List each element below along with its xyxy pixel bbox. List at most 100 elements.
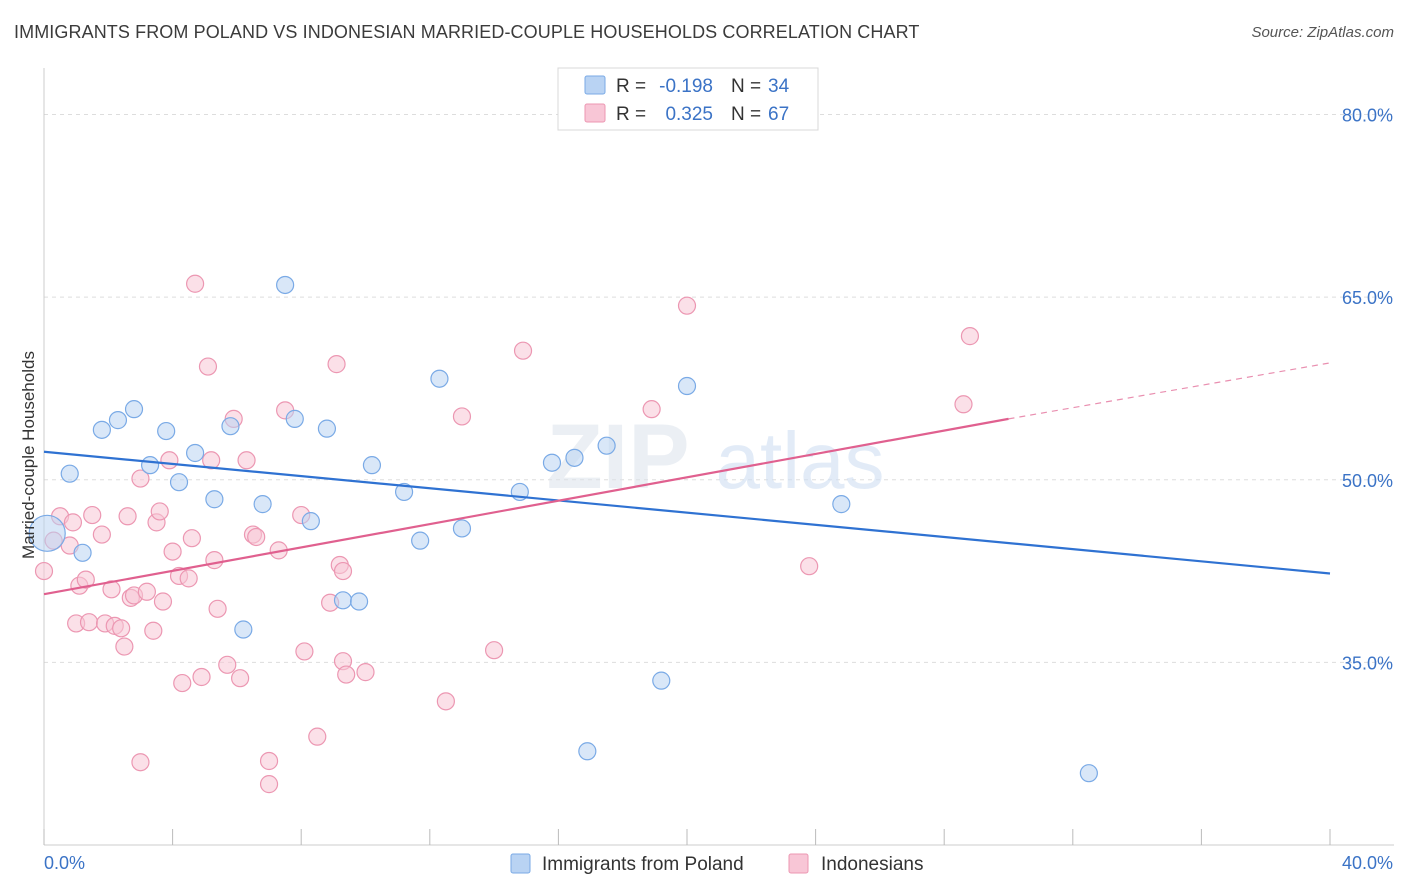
stats-swatch-indonesians [584, 103, 606, 123]
stats-r-value-indonesians: 0.325 [665, 104, 713, 125]
legend-swatch-poland [510, 853, 531, 874]
point-poland [349, 592, 369, 611]
point-indonesians [198, 357, 218, 376]
point-indonesians [150, 502, 169, 521]
point-indonesians [295, 642, 314, 661]
point-poland [301, 512, 320, 531]
tick-labels: 35.0% 50.0% 65.0% 80.0% 0.0% 40.0% [44, 106, 1393, 873]
point-poland [565, 448, 584, 467]
point-indonesians [63, 513, 83, 532]
point-poland [452, 519, 472, 538]
legend-swatch-indonesians [788, 853, 809, 874]
stats-n-value-poland: 34 [768, 76, 790, 97]
point-poland [234, 620, 253, 639]
point-poland [677, 376, 697, 396]
y-axis-label: Married-couple Households [19, 351, 38, 559]
point-indonesians [131, 469, 150, 488]
trend-line-indonesians-extension [1008, 362, 1331, 420]
point-poland [542, 453, 562, 472]
point-indonesians [83, 505, 102, 525]
point-indonesians [179, 569, 198, 588]
stats-r-label-indonesians: R = [616, 104, 646, 125]
point-indonesians [92, 525, 111, 544]
point-poland [652, 671, 671, 690]
point-indonesians [79, 613, 99, 632]
point-poland [1079, 764, 1098, 783]
stats-r-value-poland: -0.198 [659, 76, 713, 97]
point-indonesians [642, 400, 661, 419]
point-indonesians [34, 561, 54, 581]
point-indonesians [436, 692, 455, 711]
grid-lines [44, 114, 1394, 663]
point-indonesians [163, 542, 182, 561]
x-tick-label-max: 40.0% [1342, 853, 1393, 873]
point-poland [73, 543, 92, 562]
point-poland [108, 411, 128, 430]
point-poland [394, 482, 414, 502]
y-tick-label: 80.0% [1342, 106, 1393, 126]
y-tick-label: 35.0% [1342, 653, 1393, 673]
point-indonesians [192, 667, 211, 687]
point-indonesians [960, 327, 980, 346]
legend-label-poland: Immigrants from Poland [542, 854, 744, 875]
axes [43, 68, 1394, 846]
point-poland [832, 495, 851, 514]
point-poland [578, 742, 597, 761]
point-indonesians [356, 663, 375, 682]
point-indonesians [677, 296, 697, 315]
point-indonesians [452, 407, 472, 426]
stats-n-label-poland: N = [731, 76, 761, 97]
point-poland [140, 456, 160, 475]
stats-r-label-poland: R = [616, 76, 646, 97]
point-indonesians [259, 751, 279, 771]
point-indonesians [144, 621, 163, 640]
point-indonesians [115, 637, 134, 656]
point-poland [362, 456, 382, 475]
point-indonesians [186, 274, 205, 293]
point-indonesians [182, 529, 201, 548]
point-poland [317, 419, 337, 438]
stats-swatch-poland [584, 75, 606, 95]
x-tick-label-min: 0.0% [44, 853, 85, 873]
point-indonesians [137, 582, 156, 601]
stats-n-value-indonesians: 67 [768, 104, 789, 125]
point-indonesians [308, 727, 327, 746]
point-indonesians [800, 557, 819, 576]
point-indonesians [337, 665, 356, 684]
point-indonesians [205, 551, 224, 570]
point-poland [253, 495, 272, 514]
point-indonesians [76, 570, 95, 589]
point-poland [276, 275, 295, 295]
point-indonesians [173, 673, 192, 693]
trend-lines [43, 362, 1331, 596]
point-indonesians [513, 341, 533, 360]
point-indonesians [259, 775, 279, 794]
point-indonesians [247, 527, 266, 547]
point-poland [597, 436, 616, 455]
point-indonesians [160, 451, 179, 470]
indonesians-points [34, 274, 980, 794]
point-indonesians [237, 451, 256, 470]
stats-legend: R = -0.198 N = 34 R = 0.325 N = 67 [557, 67, 819, 131]
point-poland [333, 591, 353, 610]
trend-line-poland [43, 450, 1331, 575]
point-indonesians [112, 619, 131, 638]
point-poland [186, 443, 205, 463]
point-indonesians [231, 669, 250, 688]
point-indonesians [202, 451, 221, 470]
point-poland [169, 473, 189, 492]
point-poland [411, 531, 430, 550]
point-indonesians [333, 561, 353, 581]
point-indonesians [118, 507, 137, 526]
chart-source: Source: ZipAtlas.com [1251, 24, 1394, 41]
point-poland [28, 514, 66, 552]
chart-title: IMMIGRANTS FROM POLAND VS INDONESIAN MAR… [14, 22, 920, 42]
series-legend: Immigrants from Poland Indonesians [510, 853, 923, 875]
y-tick-label: 65.0% [1342, 288, 1393, 308]
stats-n-label-indonesians: N = [731, 104, 761, 125]
trend-line-indonesians [43, 417, 1009, 596]
point-poland [285, 409, 304, 428]
point-poland [124, 400, 144, 419]
point-poland [430, 369, 449, 388]
